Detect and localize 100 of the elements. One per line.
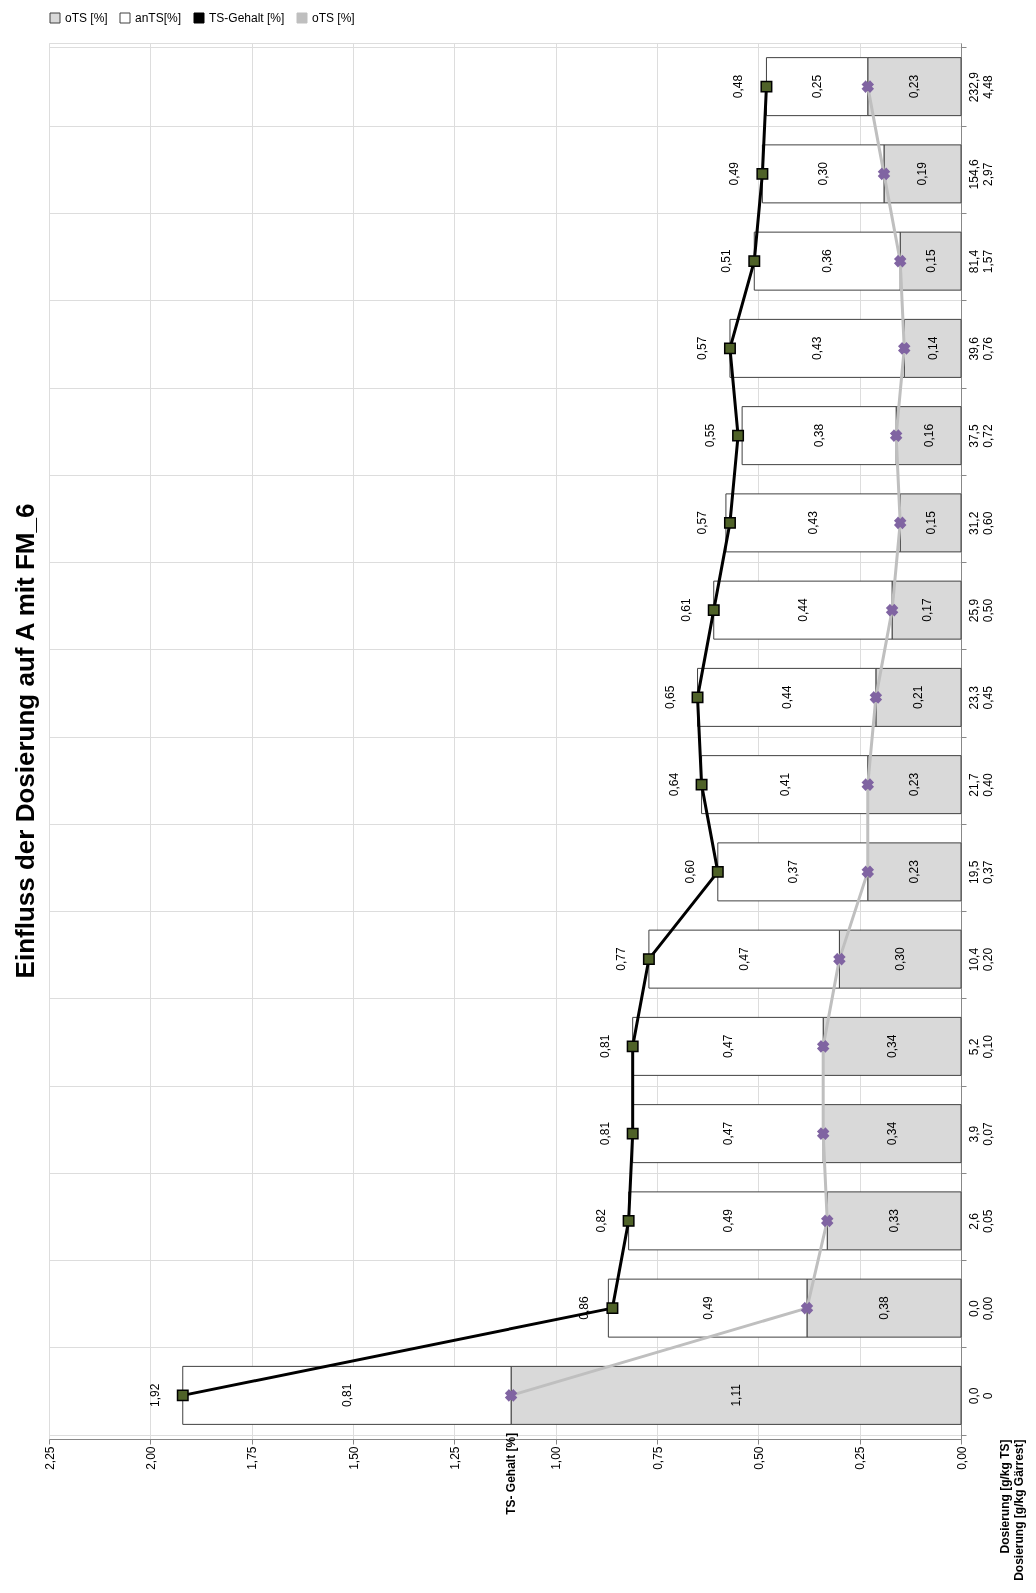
legend-label: TS-Gehalt [%] xyxy=(209,11,285,25)
x-tick-label: 1,25 xyxy=(447,1446,462,1470)
data-label: 0,34 xyxy=(885,1121,900,1146)
y-tick-label: 39,6 0,76 xyxy=(966,336,995,361)
y-axis-title: TS- Gehalt [%] xyxy=(503,1432,518,1515)
point xyxy=(626,1127,639,1140)
data-label: 0,77 xyxy=(613,947,628,971)
x-tick-label: 1,50 xyxy=(346,1446,361,1470)
data-label: 0,82 xyxy=(593,1208,608,1233)
data-label: 0,47 xyxy=(720,1034,735,1059)
data-label: 0,16 xyxy=(921,423,936,448)
data-label: 0,15 xyxy=(923,249,938,273)
data-label: 0,44 xyxy=(795,598,810,622)
legend-label: oTS [%] xyxy=(65,11,108,25)
y-tick-label: 10,4 0,20 xyxy=(966,947,995,972)
data-label: 0,38 xyxy=(812,423,827,448)
data-label: 0,65 xyxy=(662,685,677,710)
point xyxy=(732,429,745,442)
point xyxy=(748,255,761,268)
y-tick-label: 25,9 0,50 xyxy=(966,598,995,623)
data-label: 0,51 xyxy=(719,249,734,273)
data-label: 0,60 xyxy=(682,859,697,884)
x-tick-label: 2,00 xyxy=(143,1446,158,1470)
point xyxy=(723,342,736,355)
data-label: 0,19 xyxy=(915,161,930,186)
text: Einfluss der Dosierung auf A mit FM_6 xyxy=(10,503,40,979)
legend-label: anTS[%] xyxy=(135,11,182,25)
data-label: 0,43 xyxy=(810,336,825,361)
x-tick-label: 0,75 xyxy=(650,1446,665,1470)
point xyxy=(642,953,655,966)
y-tick-label: 81,4 1,57 xyxy=(966,249,995,274)
point xyxy=(176,1389,189,1402)
data-label: 0,43 xyxy=(806,510,821,535)
y-tick-label: 21,7 0,40 xyxy=(966,773,995,797)
y-tick-label: 37,5 0,72 xyxy=(966,424,995,448)
data-label: 0,61 xyxy=(678,598,693,622)
data-label: 0,23 xyxy=(907,859,922,884)
data-label: 0,21 xyxy=(911,685,926,710)
data-label: 0,81 xyxy=(597,1034,612,1059)
data-label: 0,49 xyxy=(727,161,742,186)
data-label: 1,92 xyxy=(147,1383,162,1408)
point xyxy=(723,516,736,529)
data-label: 0,55 xyxy=(703,423,718,448)
y-tick-label: 19,5 0,37 xyxy=(966,860,995,885)
data-label: 0,81 xyxy=(339,1383,354,1408)
text: Dosierung [g/kg TS] xyxy=(997,1439,1012,1554)
x-tick-label: 2,25 xyxy=(42,1446,57,1470)
text: Dosierung [g/kg Gärrest] xyxy=(1011,1439,1026,1581)
point xyxy=(711,865,724,878)
data-label: 0,23 xyxy=(907,74,922,99)
data-label: 0,49 xyxy=(700,1296,715,1320)
data-label: 1,11 xyxy=(729,1383,744,1407)
x-tick-label: 0,50 xyxy=(751,1446,766,1470)
data-label: 0,57 xyxy=(694,510,709,535)
y-tick-label: 154,6 2,97 xyxy=(966,159,995,190)
data-label: 0,57 xyxy=(694,336,709,361)
data-label: 0,25 xyxy=(810,74,825,99)
data-label: 0,64 xyxy=(666,772,681,797)
data-label: 0,36 xyxy=(820,249,835,273)
point xyxy=(707,604,720,617)
y-tick-label: 2,6 0,05 xyxy=(966,1209,995,1234)
data-label: 0,41 xyxy=(777,772,792,797)
x-tick-label: 1,00 xyxy=(549,1446,564,1470)
data-label: 0,30 xyxy=(816,161,831,186)
point xyxy=(622,1214,635,1227)
point xyxy=(756,167,769,180)
data-label: 0,44 xyxy=(779,685,794,710)
bar xyxy=(741,406,897,466)
data-label: 0,49 xyxy=(720,1208,735,1233)
data-label: 0,47 xyxy=(737,947,752,971)
y-tick-label: 31,2 0,60 xyxy=(966,511,995,536)
point xyxy=(626,1040,639,1053)
x-tick-label: 1,75 xyxy=(245,1446,260,1470)
x-tick-label: 0,00 xyxy=(954,1446,969,1470)
data-label: 0,17 xyxy=(919,598,934,622)
bar xyxy=(632,1104,824,1164)
point xyxy=(695,778,708,791)
y-tick-label: 232,9 4,48 xyxy=(966,71,995,103)
data-label: 0,23 xyxy=(907,772,922,797)
data-label: 0,15 xyxy=(923,510,938,535)
y-tick-label: 23,3 0,45 xyxy=(966,685,995,710)
point xyxy=(606,1302,619,1315)
bar xyxy=(895,406,962,466)
y-tick-label: 0,0 0,00 xyxy=(966,1296,995,1321)
data-label: 0,14 xyxy=(925,336,940,361)
x-tick-label: 0,25 xyxy=(853,1446,868,1470)
point xyxy=(691,691,704,704)
data-label: 0,47 xyxy=(720,1121,735,1146)
point xyxy=(760,80,773,93)
data-label: 0,34 xyxy=(885,1034,900,1059)
data-label: 0,81 xyxy=(597,1121,612,1146)
data-label: 0,48 xyxy=(731,74,746,99)
data-label: 0,30 xyxy=(893,947,908,971)
data-label: 0,38 xyxy=(876,1296,891,1320)
y-tick-label: 5,2 0,10 xyxy=(966,1034,995,1059)
y-tick-label: 3,9 0,07 xyxy=(966,1122,995,1146)
legend-label: oTS [%] xyxy=(312,11,355,25)
data-label: 0,37 xyxy=(785,859,800,884)
y-tick-label: 0,0 0 xyxy=(966,1387,995,1405)
data-label: 0,33 xyxy=(887,1208,902,1233)
